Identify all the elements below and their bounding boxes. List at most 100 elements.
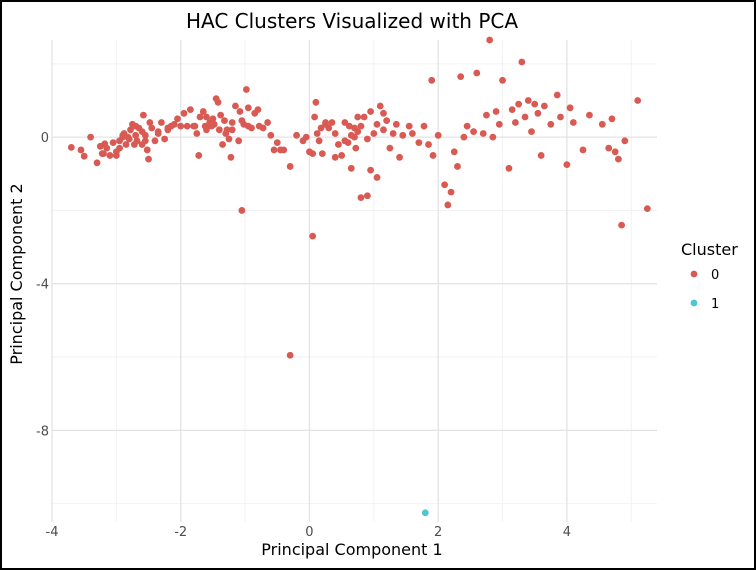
grid-lines — [51, 40, 657, 522]
data-point-cluster-0 — [302, 133, 310, 141]
x-tick-label: 2 — [434, 525, 442, 540]
data-point-cluster-0 — [267, 131, 275, 139]
data-point-cluster-0 — [215, 126, 223, 134]
data-point-cluster-0 — [146, 119, 154, 126]
data-point-cluster-0 — [470, 128, 477, 136]
data-point-cluster-0 — [341, 137, 349, 145]
data-point-cluster-0 — [143, 146, 151, 154]
data-point-cluster-0 — [315, 137, 323, 145]
data-point-cluster-0 — [203, 113, 210, 121]
data-point-cluster-0 — [618, 221, 626, 229]
data-point-cluster-0 — [214, 98, 222, 106]
data-point-cluster-0 — [425, 141, 432, 148]
data-point-cluster-0 — [132, 122, 140, 130]
data-point-cluster-0 — [428, 76, 436, 84]
data-point-cluster-0 — [621, 137, 629, 145]
data-point-cluster-0 — [186, 106, 194, 114]
data-point-cluster-0 — [611, 148, 619, 156]
data-points — [67, 36, 651, 517]
data-point-cluster-0 — [405, 122, 413, 130]
data-point-cluster-0 — [373, 174, 381, 181]
data-point-cluster-0 — [473, 69, 481, 77]
data-point-cluster-0 — [67, 143, 75, 151]
data-point-cluster-0 — [124, 133, 132, 141]
data-point-cluster-0 — [569, 119, 577, 126]
data-point-cluster-0 — [286, 163, 294, 170]
data-point-cluster-0 — [209, 115, 217, 123]
data-point-cluster-0 — [199, 108, 207, 115]
data-point-cluster-0 — [317, 124, 325, 132]
data-point-cluster-0 — [322, 119, 329, 126]
data-point-cluster-0 — [270, 146, 278, 154]
data-point-cluster-0 — [441, 181, 449, 189]
data-point-cluster-0 — [208, 122, 216, 130]
data-point-cluster-0 — [335, 141, 342, 148]
data-point-cluster-0 — [586, 111, 593, 119]
data-point-cluster-0 — [463, 122, 471, 130]
data-point-cluster-0 — [331, 153, 339, 161]
data-point-cluster-0 — [133, 137, 141, 145]
data-point-cluster-0 — [495, 120, 503, 128]
x-axis-title: Principal Component 1 — [261, 540, 442, 559]
data-point-cluster-0 — [643, 205, 651, 213]
data-point-cluster-0 — [238, 207, 246, 214]
y-tick-label: 0 — [41, 131, 49, 146]
data-point-cluster-0 — [116, 137, 123, 145]
data-point-cluster-0 — [341, 119, 349, 126]
data-point-cluster-0 — [553, 91, 561, 99]
data-point-cluster-0 — [80, 152, 88, 160]
y-axis-ticks: 0 -4 -8 — [36, 131, 49, 439]
data-point-cluster-0 — [232, 102, 239, 110]
data-point-cluster-0 — [444, 201, 452, 209]
data-point-cluster-0 — [309, 150, 317, 158]
data-point-cluster-0 — [309, 232, 317, 240]
data-point-cluster-0 — [557, 113, 564, 121]
legend-key-cluster-0 — [690, 270, 698, 278]
x-tick-label: -2 — [174, 525, 187, 540]
data-point-cluster-0 — [164, 126, 172, 134]
data-point-cluster-0 — [489, 133, 497, 141]
data-point-cluster-0 — [93, 159, 101, 167]
data-point-cluster-0 — [415, 139, 423, 147]
legend-label-cluster-1: 1 — [711, 297, 719, 312]
data-point-cluster-0 — [228, 126, 236, 134]
data-point-cluster-0 — [420, 122, 428, 130]
data-point-cluster-0 — [450, 148, 458, 156]
x-tick-label: -4 — [46, 525, 59, 540]
data-point-cluster-0 — [634, 97, 642, 104]
data-point-cluster-0 — [236, 108, 244, 115]
data-point-cluster-0 — [264, 119, 272, 126]
data-point-cluster-0 — [293, 131, 300, 139]
data-point-cluster-0 — [183, 122, 191, 130]
data-point-cluster-0 — [357, 122, 365, 130]
data-point-cluster-0 — [357, 194, 365, 202]
data-point-cluster-0 — [203, 126, 210, 134]
data-point-cluster-0 — [563, 161, 571, 169]
data-point-cluster-0 — [286, 351, 294, 359]
data-point-cluster-0 — [373, 120, 381, 128]
data-point-cluster-0 — [122, 141, 130, 148]
data-point-cluster-0 — [244, 104, 252, 112]
y-tick-label: -8 — [36, 424, 49, 439]
data-point-cluster-0 — [174, 115, 181, 123]
data-point-cluster-0 — [528, 128, 535, 136]
data-point-cluster-0 — [383, 117, 391, 125]
data-point-cluster-0 — [367, 166, 374, 174]
data-point-cluster-0 — [399, 131, 407, 139]
data-point-cluster-0 — [547, 120, 555, 128]
data-point-cluster-0 — [579, 146, 587, 154]
data-point-cluster-0 — [537, 152, 545, 159]
plot-panel — [51, 36, 657, 522]
data-point-cluster-0 — [228, 119, 236, 126]
data-point-cluster-0 — [170, 120, 178, 128]
data-point-cluster-0 — [429, 152, 437, 159]
data-point-cluster-0 — [109, 139, 117, 147]
data-point-cluster-0 — [100, 150, 107, 158]
data-point-cluster-0 — [127, 126, 134, 134]
data-point-cluster-0 — [106, 152, 114, 159]
data-point-cluster-0 — [331, 130, 339, 137]
data-point-cluster-0 — [235, 137, 243, 145]
y-tick-label: -4 — [36, 278, 49, 293]
data-point-cluster-0 — [370, 130, 378, 137]
